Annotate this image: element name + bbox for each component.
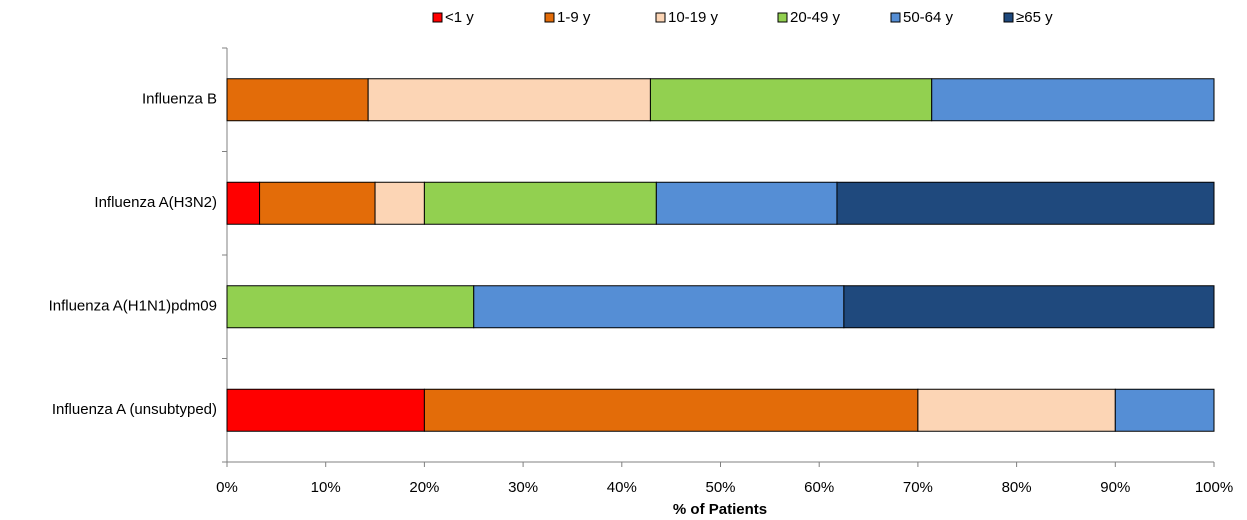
bar-segment: [226, 285, 475, 329]
x-tick-label: 10%: [311, 479, 341, 496]
x-tick-label: 100%: [1195, 479, 1233, 496]
bar-segment: [226, 388, 425, 432]
legend-label: 50-64 y: [903, 9, 954, 26]
legend-label: ≥65 y: [1016, 9, 1053, 26]
legend-swatch: [1003, 12, 1014, 23]
x-tick-label: 90%: [1100, 479, 1130, 496]
bar-segment: [1114, 388, 1215, 432]
legend-label: <1 y: [445, 9, 474, 26]
x-tick-label: 50%: [705, 479, 735, 496]
bar-segment: [226, 78, 369, 122]
legend-label: 10-19 y: [668, 9, 719, 26]
x-tick-label: 20%: [409, 479, 439, 496]
bar-segment: [423, 388, 919, 432]
bar-segment: [423, 181, 657, 225]
legend-label: 1-9 y: [557, 9, 591, 26]
bar-segment: [367, 78, 651, 122]
y-tick-label: Influenza A(H1N1)pdm09: [49, 298, 217, 315]
x-tick-label: 0%: [216, 479, 238, 496]
bar-segment: [374, 181, 425, 225]
legend-swatch: [777, 12, 788, 23]
x-tick-label: 80%: [1002, 479, 1032, 496]
x-tick-label: 60%: [804, 479, 834, 496]
bar-segment: [843, 285, 1215, 329]
legend-swatch: [432, 12, 443, 23]
legend-swatch: [890, 12, 901, 23]
legend-swatch: [544, 12, 555, 23]
y-tick-label: Influenza A (unsubtyped): [52, 401, 217, 418]
x-tick-label: 30%: [508, 479, 538, 496]
x-tick-label: 40%: [607, 479, 637, 496]
y-tick-label: Influenza B: [142, 91, 217, 108]
bar-segment: [655, 181, 838, 225]
bar-segment: [649, 78, 933, 122]
bar-segment: [473, 285, 845, 329]
legend-swatch: [655, 12, 666, 23]
bar-segment: [917, 388, 1116, 432]
y-tick-label: Influenza A(H3N2): [94, 194, 217, 211]
bar-segment: [931, 78, 1215, 122]
bar-segment: [226, 181, 261, 225]
bar-segment: [836, 181, 1215, 225]
bar-segment: [259, 181, 376, 225]
legend-label: 20-49 y: [790, 9, 841, 26]
x-axis-title: % of Patients: [673, 501, 767, 518]
x-tick-label: 70%: [903, 479, 933, 496]
